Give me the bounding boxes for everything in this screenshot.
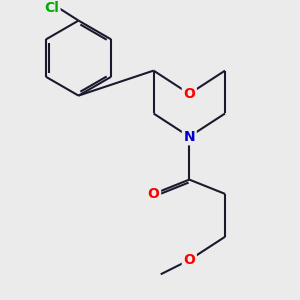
Text: Cl: Cl: [44, 1, 59, 15]
Text: O: O: [148, 187, 160, 201]
Text: N: N: [184, 130, 195, 144]
Text: O: O: [183, 253, 195, 267]
Text: O: O: [183, 87, 195, 101]
